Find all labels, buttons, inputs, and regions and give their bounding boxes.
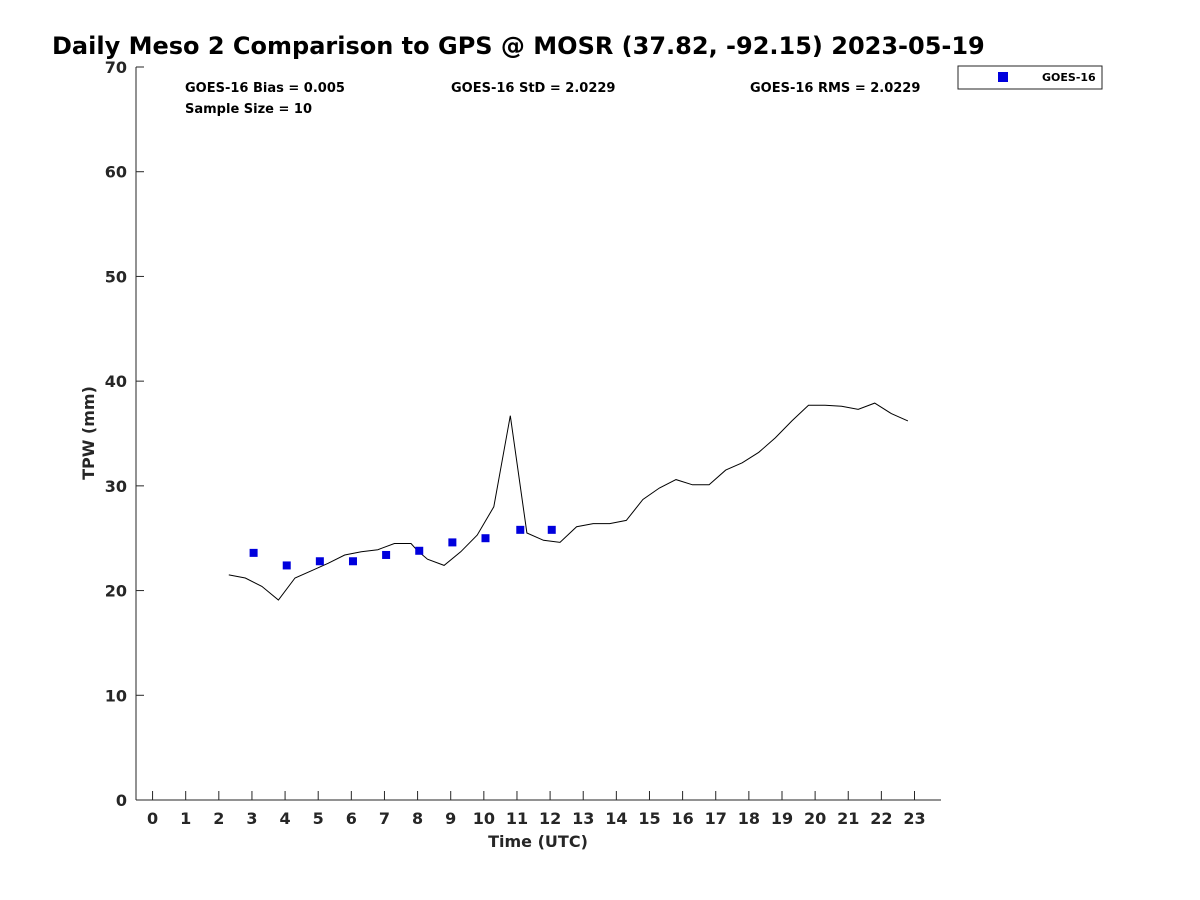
x-tick-label: 1 [180, 809, 191, 828]
legend: GOES-16 [957, 65, 1103, 90]
y-tick-label: 60 [105, 163, 127, 182]
goes16-points [249, 525, 556, 570]
y-tick-label: 40 [105, 372, 127, 391]
x-tick-label: 0 [147, 809, 158, 828]
plot-area [228, 402, 909, 601]
x-tick-label: 19 [771, 809, 793, 828]
goes16-point [382, 550, 391, 559]
x-tick-label: 11 [506, 809, 528, 828]
y-axis-label: TPW (mm) [79, 386, 98, 480]
x-tick-label: 17 [705, 809, 727, 828]
x-tick-label: 14 [605, 809, 627, 828]
y-tick-label: 70 [105, 58, 127, 77]
stat-sample-size: Sample Size = 10 [185, 102, 312, 117]
goes16-point [249, 548, 258, 557]
x-tick-label: 2 [213, 809, 224, 828]
x-tick-label: 16 [671, 809, 693, 828]
stat-bias: GOES-16 Bias = 0.005 [185, 81, 345, 96]
y-tick-label: 50 [105, 267, 127, 286]
legend-marker-goes16 [998, 72, 1008, 82]
x-tick-label: 3 [246, 809, 257, 828]
x-tick-label: 13 [572, 809, 594, 828]
chart-title: Daily Meso 2 Comparison to GPS @ MOSR (3… [52, 32, 985, 60]
goes16-point [448, 538, 457, 547]
x-tick-label: 10 [473, 809, 495, 828]
y-tick-label: 20 [105, 582, 127, 601]
x-tick-label: 15 [638, 809, 660, 828]
x-tick-label: 8 [412, 809, 423, 828]
y-ticks: 0 10 20 30 40 50 60 70 [105, 58, 144, 810]
goes16-point [481, 534, 490, 543]
axes [135, 67, 941, 801]
x-ticks: 0 1 2 3 4 5 6 7 8 9 10 11 12 13 14 15 16 17 18 19 20 21 22 23 [147, 791, 926, 828]
x-tick-label: 4 [280, 809, 291, 828]
goes16-point [315, 557, 324, 566]
goes16-point [415, 546, 424, 555]
y-tick-label: 0 [116, 791, 127, 810]
x-tick-label: 9 [445, 809, 456, 828]
x-tick-label: 20 [804, 809, 826, 828]
y-tick-label: 10 [105, 686, 127, 705]
stat-std: GOES-16 StD = 2.0229 [451, 81, 615, 96]
x-axis-label: Time (UTC) [488, 832, 588, 851]
y-tick-label: 30 [105, 477, 127, 496]
goes16-point [547, 525, 556, 534]
goes16-point [516, 525, 525, 534]
stat-rms: GOES-16 RMS = 2.0229 [750, 81, 920, 96]
x-tick-label: 12 [539, 809, 561, 828]
x-tick-label: 18 [738, 809, 760, 828]
legend-label-goes16: GOES-16 [1042, 71, 1096, 84]
x-tick-label: 5 [313, 809, 324, 828]
x-tick-label: 7 [379, 809, 390, 828]
goes16-point [282, 561, 291, 570]
x-tick-label: 6 [346, 809, 357, 828]
x-tick-label: 23 [903, 809, 925, 828]
x-tick-label: 22 [870, 809, 892, 828]
x-tick-label: 21 [837, 809, 859, 828]
goes16-point [348, 557, 357, 566]
gps-series-line [228, 402, 909, 601]
legend-box [957, 65, 1103, 90]
